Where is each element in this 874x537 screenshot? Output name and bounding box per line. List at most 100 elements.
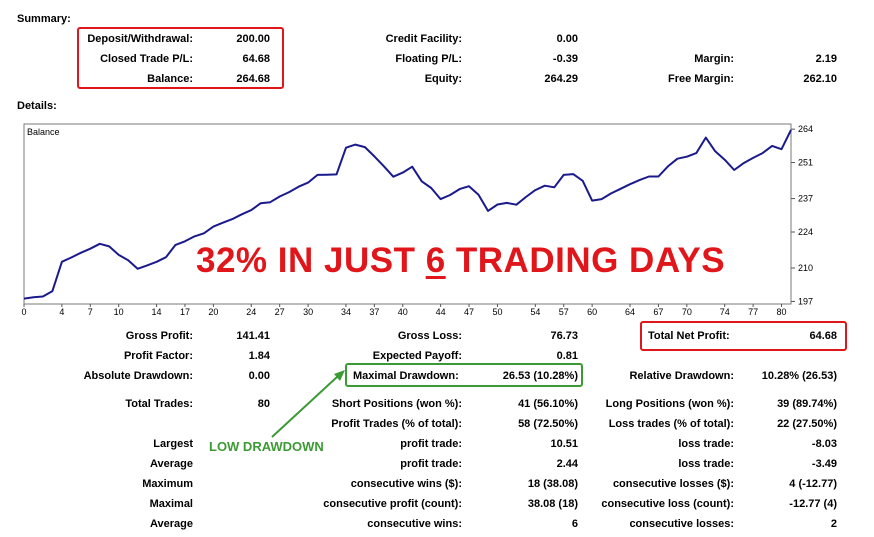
maximal-cons-loss-value: -12.77 (4) bbox=[789, 498, 837, 510]
maximal-cons-loss-label: consecutive loss (count): bbox=[601, 498, 734, 510]
loss-trades-value: 22 (27.50%) bbox=[777, 418, 837, 430]
average-loss-value: -3.49 bbox=[811, 458, 837, 470]
long-positions-label: Long Positions (won %): bbox=[605, 398, 734, 410]
chart-title: Balance bbox=[27, 127, 60, 137]
x-tick-label: 77 bbox=[748, 307, 758, 317]
y-tick-label: 237 bbox=[798, 194, 813, 204]
x-tick-label: 64 bbox=[625, 307, 635, 317]
chart-axes: Balance bbox=[23, 123, 792, 305]
y-tick-label: 224 bbox=[798, 227, 813, 237]
loss-trades-label: Loss trades (% of total): bbox=[608, 418, 734, 430]
x-tick-label: 74 bbox=[720, 307, 730, 317]
total-trades-label: Total Trades: bbox=[125, 398, 193, 410]
x-tick-label: 57 bbox=[559, 307, 569, 317]
maximal-cons-profit-label: consecutive profit (count): bbox=[323, 498, 462, 510]
largest-label: Largest bbox=[153, 438, 193, 450]
headline-pre: 32% IN JUST bbox=[196, 241, 426, 280]
x-tick-label: 47 bbox=[464, 307, 474, 317]
equity-label: Equity: bbox=[424, 73, 462, 85]
closed-pl-label: Closed Trade P/L: bbox=[100, 53, 193, 65]
gross-loss-label: Gross Loss: bbox=[397, 330, 462, 342]
x-tick-label: 40 bbox=[398, 307, 408, 317]
maximal-cons-profit-value: 38.08 (18) bbox=[527, 498, 578, 510]
profit-trades-value: 58 (72.50%) bbox=[518, 418, 578, 430]
x-tick-label: 30 bbox=[303, 307, 313, 317]
y-tick-label: 197 bbox=[798, 296, 813, 306]
average2-label: Average bbox=[149, 518, 193, 530]
balance-value: 264.68 bbox=[236, 73, 270, 85]
max-cons-wins-value: 18 (38.08) bbox=[527, 478, 578, 490]
long-positions-value: 39 (89.74%) bbox=[777, 398, 837, 410]
margin-label: Margin: bbox=[694, 53, 734, 65]
average-loss-label: loss trade: bbox=[678, 458, 734, 470]
avg-cons-losses-label: consecutive losses: bbox=[629, 518, 734, 530]
maximal-drawdown-label: Maximal Drawdown: bbox=[353, 370, 459, 382]
x-tick-label: 10 bbox=[114, 307, 124, 317]
annotation-arrowhead bbox=[334, 370, 345, 381]
x-tick-label: 67 bbox=[653, 307, 663, 317]
max-cons-wins-label: consecutive wins ($): bbox=[350, 478, 462, 490]
x-tick-label: 0 bbox=[21, 307, 26, 317]
net-profit-highlight-box bbox=[640, 321, 847, 351]
y-tick-label: 251 bbox=[798, 158, 813, 168]
avg-cons-wins-label: consecutive wins: bbox=[367, 518, 462, 530]
gross-loss-value: 76.73 bbox=[550, 330, 578, 342]
summary-highlight-box bbox=[77, 27, 284, 89]
total-trades-value: 80 bbox=[257, 398, 270, 410]
avg-cons-losses-value: 2 bbox=[830, 518, 837, 530]
average-label: Average bbox=[149, 458, 193, 470]
closed-pl-value: 64.68 bbox=[242, 53, 270, 65]
absolute-drawdown-value: 0.00 bbox=[248, 370, 270, 382]
x-tick-label: 60 bbox=[587, 307, 597, 317]
x-tick-label: 34 bbox=[341, 307, 351, 317]
free-margin-value: 262.10 bbox=[803, 73, 837, 85]
credit-value: 0.00 bbox=[556, 33, 578, 45]
y-tick-label: 264 bbox=[798, 124, 813, 134]
maximal-drawdown-value: 26.53 (10.28%) bbox=[502, 370, 578, 382]
x-tick-label: 14 bbox=[152, 307, 162, 317]
chart-frame bbox=[23, 123, 792, 305]
absolute-drawdown-label: Absolute Drawdown: bbox=[83, 370, 193, 382]
details-heading: Details: bbox=[17, 100, 57, 112]
profit-factor-value: 1.84 bbox=[248, 350, 270, 362]
x-tick-label: 54 bbox=[530, 307, 540, 317]
expected-payoff-value: 0.81 bbox=[556, 350, 578, 362]
headline-number: 6 bbox=[425, 241, 446, 280]
floating-value: -0.39 bbox=[552, 53, 578, 65]
x-tick-label: 70 bbox=[682, 307, 692, 317]
x-tick-label: 20 bbox=[208, 307, 218, 317]
equity-value: 264.29 bbox=[544, 73, 578, 85]
x-tick-label: 7 bbox=[88, 307, 93, 317]
profit-factor-label: Profit Factor: bbox=[123, 350, 193, 362]
x-tick-label: 24 bbox=[246, 307, 256, 317]
gross-profit-value: 141.41 bbox=[236, 330, 270, 342]
profit-trades-label: Profit Trades (% of total): bbox=[331, 418, 462, 430]
headline-post: TRADING DAYS bbox=[445, 241, 726, 280]
credit-label: Credit Facility: bbox=[385, 33, 462, 45]
total-net-label: Total Net Profit: bbox=[648, 330, 730, 342]
margin-value: 2.19 bbox=[815, 53, 837, 65]
maximal-label: Maximal bbox=[149, 498, 193, 510]
max-cons-losses-value: 4 (-12.77) bbox=[789, 478, 837, 490]
largest-profit-value: 10.51 bbox=[550, 438, 578, 450]
x-tick-label: 27 bbox=[275, 307, 285, 317]
free-margin-label: Free Margin: bbox=[667, 73, 734, 85]
average-profit-value: 2.44 bbox=[556, 458, 578, 470]
gross-profit-label: Gross Profit: bbox=[125, 330, 193, 342]
x-tick-label: 4 bbox=[59, 307, 64, 317]
maximum-label: Maximum bbox=[142, 478, 193, 490]
expected-payoff-label: Expected Payoff: bbox=[372, 350, 462, 362]
x-tick-label: 80 bbox=[777, 307, 787, 317]
relative-drawdown-label: Relative Drawdown: bbox=[629, 370, 734, 382]
drawdown-highlight-box bbox=[345, 363, 583, 387]
annotation-arrow-line bbox=[271, 376, 338, 438]
low-drawdown-annotation: LOW DRAWDOWN bbox=[209, 439, 324, 454]
relative-drawdown-value: 10.28% (26.53) bbox=[761, 370, 837, 382]
balance-label: Balance: bbox=[147, 73, 193, 85]
deposit-value: 200.00 bbox=[236, 33, 270, 45]
y-tick-label: 210 bbox=[798, 263, 813, 273]
short-positions-label: Short Positions (won %): bbox=[331, 398, 462, 410]
